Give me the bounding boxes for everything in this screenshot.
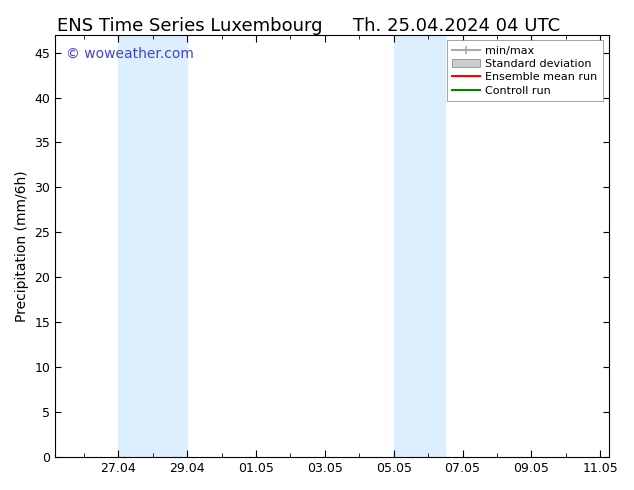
Bar [394, 35, 445, 457]
Legend: min/max, Standard deviation, Ensemble mean run, Controll run: min/max, Standard deviation, Ensemble me… [446, 40, 603, 101]
Y-axis label: Precipitation (mm/6h): Precipitation (mm/6h) [15, 170, 29, 321]
Text: © woweather.com: © woweather.com [67, 47, 194, 61]
Text: ENS Time Series Luxembourg: ENS Time Series Luxembourg [58, 17, 323, 35]
Bar [119, 35, 187, 457]
Text: Th. 25.04.2024 04 UTC: Th. 25.04.2024 04 UTC [353, 17, 560, 35]
